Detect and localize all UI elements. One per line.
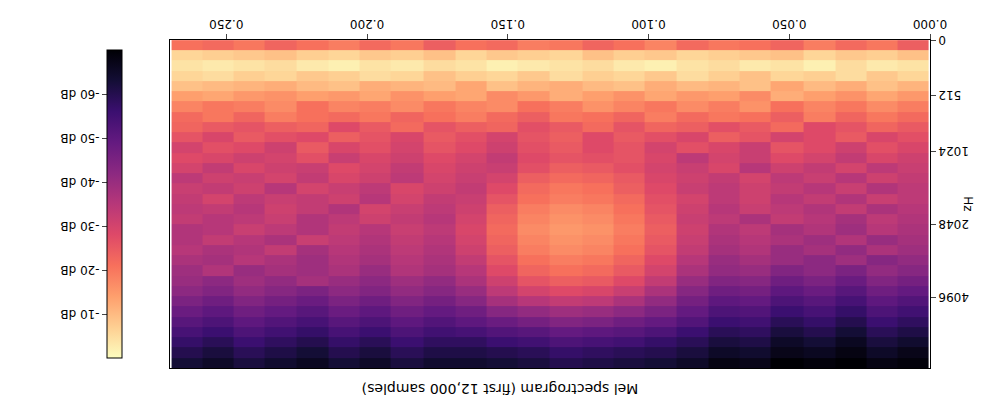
svg-text:-40 dB: -40 dB: [60, 175, 99, 189]
svg-text:-10 dB: -10 dB: [60, 307, 99, 321]
svg-text:0.000: 0.000: [913, 17, 947, 31]
svg-text:0.250: 0.250: [209, 17, 243, 31]
svg-text:0.050: 0.050: [772, 17, 806, 31]
svg-text:Hz: Hz: [961, 196, 975, 211]
svg-text:1024: 1024: [938, 144, 969, 158]
svg-text:0: 0: [938, 33, 946, 47]
svg-text:-30 dB: -30 dB: [60, 219, 99, 233]
svg-text:4096: 4096: [938, 290, 969, 304]
svg-text:Mel spectrogram (first 12,000: Mel spectrogram (first 12,000 samples): [362, 381, 639, 397]
svg-text:0.150: 0.150: [491, 17, 525, 31]
svg-text:-20 dB: -20 dB: [60, 263, 99, 277]
svg-text:-60 dB: -60 dB: [60, 87, 99, 101]
svg-text:0.100: 0.100: [631, 17, 665, 31]
svg-text:0.200: 0.200: [350, 17, 384, 31]
svg-text:-50 dB: -50 dB: [60, 131, 99, 145]
svg-text:2048: 2048: [938, 217, 969, 231]
svg-text:512: 512: [938, 88, 961, 102]
